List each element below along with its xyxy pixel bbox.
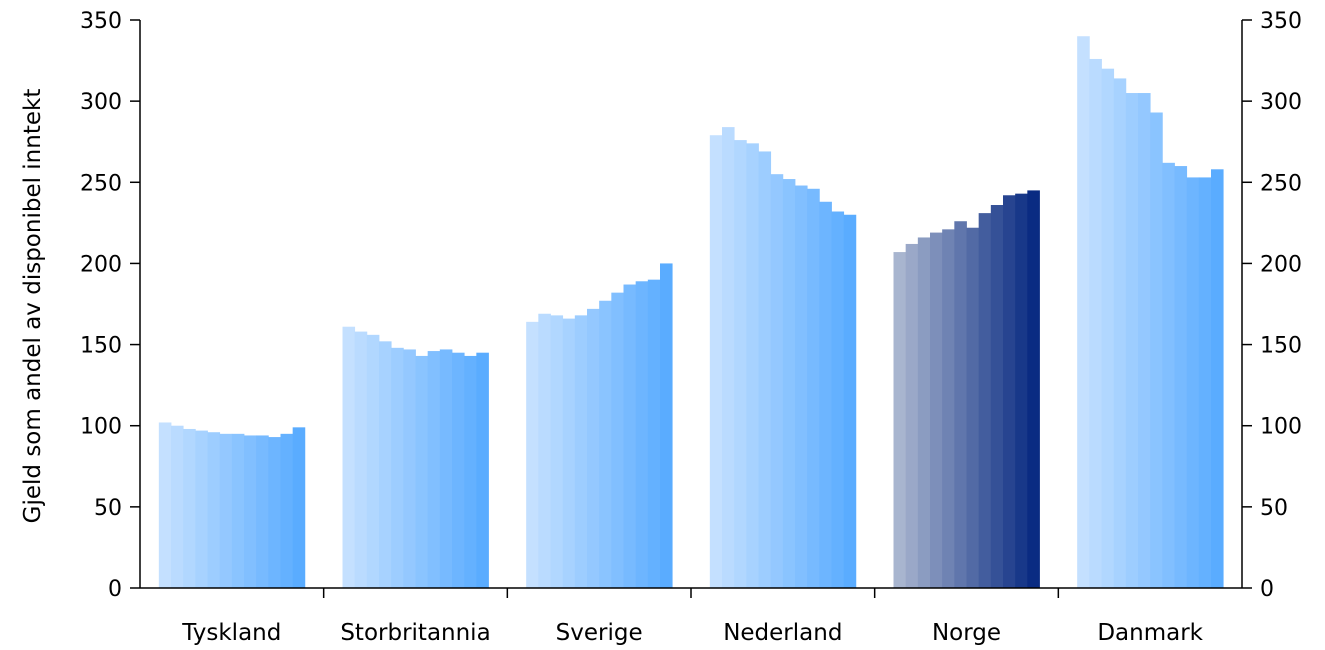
bar-tyskland-9 bbox=[256, 435, 269, 588]
bar-danmark-3 bbox=[1101, 68, 1115, 588]
y-tick-label-left-350: 350 bbox=[80, 9, 122, 34]
bar-danmark-7 bbox=[1150, 112, 1163, 588]
bar-norge-9 bbox=[990, 205, 1004, 588]
bar-sverige-1 bbox=[526, 321, 539, 588]
bar-sverige-4 bbox=[562, 318, 576, 588]
bar-norge-8 bbox=[978, 213, 992, 588]
bar-storbritannia-3 bbox=[366, 334, 380, 588]
labels-layer: Tyskland Storbritannia Sverige Nederland Nor… bbox=[80, 9, 1302, 646]
bar-storbritannia-7 bbox=[415, 355, 429, 588]
bar-sverige-3 bbox=[550, 315, 564, 588]
bar-nederland-3 bbox=[734, 140, 747, 588]
bar-norge-2 bbox=[905, 243, 919, 588]
bar-danmark-6 bbox=[1138, 93, 1151, 588]
x-tick-label-norge: Norge bbox=[932, 620, 1001, 646]
bar-nederland-6 bbox=[770, 174, 784, 589]
bar-danmark-4 bbox=[1113, 78, 1127, 589]
bar-nederland-11 bbox=[831, 211, 845, 588]
y-tick-label-left-50: 50 bbox=[94, 496, 122, 521]
bar-nederland-10 bbox=[819, 201, 832, 588]
bar-storbritannia-10 bbox=[452, 352, 465, 588]
bar-storbritannia-9 bbox=[439, 349, 453, 588]
bar-tyskland-10 bbox=[268, 437, 281, 588]
bar-storbritannia-8 bbox=[427, 351, 441, 588]
bar-storbritannia-1 bbox=[342, 326, 356, 588]
bar-storbritannia-11 bbox=[464, 355, 477, 588]
y-tick-label-left-150: 150 bbox=[80, 334, 122, 359]
y-tick-label-right-50: 50 bbox=[1260, 496, 1288, 521]
y-tick-label-left-200: 200 bbox=[80, 252, 122, 277]
bar-tyskland-8 bbox=[244, 435, 257, 588]
y-axis-title: Gjeld som andel av disponibel inntekt bbox=[20, 89, 46, 524]
bar-tyskland-6 bbox=[219, 433, 233, 588]
bar-sverige-2 bbox=[538, 313, 551, 588]
bar-storbritannia-12 bbox=[476, 352, 489, 588]
bar-norge-7 bbox=[966, 227, 980, 589]
bar-norge-1 bbox=[893, 252, 907, 588]
bar-sverige-9 bbox=[623, 284, 637, 588]
y-tick-label-right-0: 0 bbox=[1260, 577, 1274, 602]
bar-nederland-5 bbox=[758, 151, 772, 588]
bar-tyskland-1 bbox=[158, 422, 172, 588]
bar-norge-3 bbox=[917, 237, 931, 588]
bar-danmark-1 bbox=[1077, 36, 1090, 589]
x-tick-label-nederland: Nederland bbox=[723, 620, 842, 646]
bar-storbritannia-2 bbox=[354, 331, 368, 588]
bar-tyskland-11 bbox=[280, 433, 294, 588]
bar-sverige-7 bbox=[599, 300, 612, 588]
x-tick-label-sverige: Sverige bbox=[556, 620, 643, 646]
bar-storbritannia-6 bbox=[403, 349, 416, 588]
y-tick-label-right-150: 150 bbox=[1260, 334, 1302, 359]
bar-tyskland-2 bbox=[171, 425, 184, 588]
bar-norge-10 bbox=[1003, 195, 1016, 588]
bar-danmark-8 bbox=[1162, 162, 1175, 588]
bar-tyskland-12 bbox=[292, 427, 306, 588]
bar-danmark-11 bbox=[1198, 177, 1212, 589]
y-tick-label-right-350: 350 bbox=[1260, 9, 1302, 34]
bar-sverige-11 bbox=[647, 279, 661, 588]
bar-nederland-12 bbox=[843, 214, 857, 589]
bar-norge-5 bbox=[942, 229, 955, 588]
bar-danmark-12 bbox=[1211, 169, 1224, 589]
y-tick-label-left-100: 100 bbox=[80, 415, 122, 440]
bar-norge-6 bbox=[954, 221, 967, 589]
bar-norge-11 bbox=[1015, 193, 1028, 588]
y-tick-label-left-300: 300 bbox=[80, 90, 122, 115]
bar-tyskland-5 bbox=[207, 432, 221, 588]
x-tick-label-tyskland: Tyskland bbox=[181, 620, 281, 646]
x-tick-label-storbritannia: Storbritannia bbox=[340, 620, 490, 646]
bar-sverige-12 bbox=[660, 263, 673, 588]
bar-nederland-9 bbox=[807, 188, 820, 588]
bar-tyskland-3 bbox=[183, 428, 196, 588]
bar-norge-12 bbox=[1027, 190, 1040, 588]
bar-tyskland-4 bbox=[195, 430, 208, 588]
bar-nederland-1 bbox=[709, 135, 723, 588]
y-tick-label-right-200: 200 bbox=[1260, 252, 1302, 277]
bar-sverige-8 bbox=[611, 292, 624, 588]
bar-storbritannia-5 bbox=[391, 347, 404, 588]
y-tick-label-left-0: 0 bbox=[108, 577, 122, 602]
y-tick-label-left-250: 250 bbox=[80, 171, 122, 196]
bar-norge-4 bbox=[930, 232, 943, 588]
bars-layer bbox=[158, 36, 1224, 589]
bar-nederland-4 bbox=[746, 143, 759, 588]
bar-storbritannia-4 bbox=[379, 341, 392, 588]
axes-layer bbox=[130, 19, 1252, 598]
bar-sverige-10 bbox=[635, 281, 649, 588]
y-tick-label-right-250: 250 bbox=[1260, 171, 1302, 196]
bar-danmark-9 bbox=[1174, 166, 1188, 588]
bar-nederland-2 bbox=[722, 127, 735, 589]
bar-danmark-10 bbox=[1186, 177, 1200, 589]
bar-tyskland-7 bbox=[231, 433, 245, 588]
x-tick-label-danmark: Danmark bbox=[1097, 620, 1203, 646]
bar-sverige-5 bbox=[574, 315, 588, 588]
bar-danmark-5 bbox=[1125, 93, 1139, 588]
bar-danmark-2 bbox=[1089, 58, 1102, 588]
bar-nederland-8 bbox=[795, 185, 808, 588]
y-tick-label-right-100: 100 bbox=[1260, 415, 1302, 440]
y-tick-label-right-300: 300 bbox=[1260, 90, 1302, 115]
bar-sverige-6 bbox=[587, 308, 600, 588]
bar-nederland-7 bbox=[782, 179, 796, 589]
